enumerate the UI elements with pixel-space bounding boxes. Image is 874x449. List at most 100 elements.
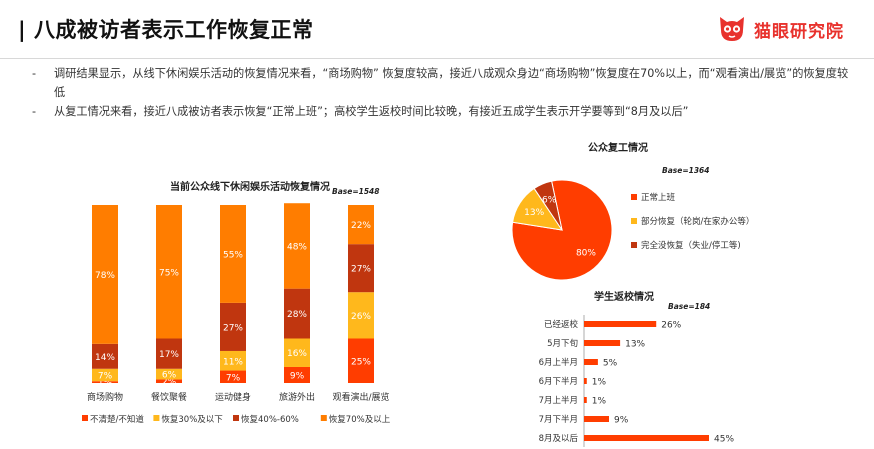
hbar-data-label: 1%: [592, 397, 607, 407]
bar-segment: [220, 370, 246, 383]
hbar-data-label: 5%: [603, 359, 618, 369]
x-tick-label: 商场购物: [87, 391, 123, 403]
x-tick-label: 运动健身: [215, 391, 251, 403]
bar-data-label: 17%: [159, 350, 179, 360]
legend-label: 恢复40%-60%: [241, 414, 299, 425]
x-tick-label: 观看演出/展览: [332, 391, 389, 403]
bar-segment: [156, 379, 182, 383]
bar-segment: [156, 205, 182, 339]
y-tick-label: 6月上半月: [539, 357, 578, 368]
bar-data-label: 6%: [162, 371, 177, 381]
legend-label: 完全没恢复（失业/停工等): [641, 240, 741, 251]
chart-title: 学生返校情况: [594, 290, 654, 303]
bar-data-label: 11%: [223, 357, 243, 367]
hbar: [584, 378, 587, 384]
hbar-data-label: 13%: [625, 340, 645, 350]
legend-swatch: [631, 242, 637, 248]
student-return-bar-chart: 学生返校情况 Base=184 已经返校 26% 5月下旬 13% 6月上半月 5% 6月下半月…: [539, 290, 734, 447]
bar-segment: [348, 244, 374, 293]
x-tick-label: 旅游外出: [279, 391, 315, 403]
bar-segment: [284, 288, 310, 339]
bar-segment: [220, 205, 246, 303]
chart-base-label: Base=184: [668, 302, 710, 311]
y-tick-label: 7月下半月: [539, 414, 578, 425]
bar-data-label: 7%: [226, 373, 241, 383]
brand-name: 猫眼研究院: [754, 21, 844, 42]
bar-data-label: 27%: [351, 265, 371, 275]
work-recovery-pie-chart: 公众复工情况 Base=1364 80% 13% 6% 正常上班部分恢复（轮岗/在家办公等…: [511, 141, 754, 281]
legend-swatch: [82, 415, 88, 421]
leisure-recovery-stacked-bar-chart: 当前公众线下休闲娱乐活动恢复情况 Base=15481%7%14%78%商场购物2…: [82, 180, 391, 425]
bar-data-label: 14%: [95, 353, 115, 363]
legend-label: 部分恢复（轮岗/在家办公等）: [641, 216, 754, 227]
bar-data-label: 27%: [223, 323, 243, 333]
bar-data-label: 25%: [351, 357, 371, 367]
bar-segment: [92, 343, 118, 369]
chart-base-label: Base=1548: [332, 187, 380, 196]
summary-bullets: 调研结果显示，从线下休闲娱乐活动的恢复情况来看，“商场购物” 恢复度较高，接近八…: [28, 64, 858, 121]
legend-swatch: [631, 218, 637, 224]
bar-segment: [92, 381, 118, 383]
pie-data-label: 6%: [542, 196, 557, 206]
bar-segment: [156, 368, 182, 380]
bar-data-label: 26%: [351, 312, 371, 322]
bar-segment: [92, 368, 118, 382]
legend-label: 恢复70%及以上: [329, 414, 391, 425]
bar-segment: [348, 205, 374, 245]
bar-segment: [348, 292, 374, 339]
legend-label: 不清楚/不知道: [90, 414, 144, 425]
bullet-item: 调研结果显示，从线下休闲娱乐活动的恢复情况来看，“商场购物” 恢复度较高，接近八…: [28, 64, 858, 102]
x-tick-label: 餐饮聚餐: [151, 391, 187, 403]
chart-base-label: Base=1364: [662, 166, 710, 175]
bullet-item: 从复工情况来看，接近八成被访者表示恢复“正常上班”；高校学生返校时间比较晚，有接…: [28, 102, 858, 121]
legend-swatch: [631, 194, 637, 200]
hbar-data-label: 9%: [614, 416, 629, 426]
legend-swatch: [153, 415, 160, 421]
bar-data-label: 1%: [98, 379, 113, 389]
hbar-data-label: 45%: [714, 435, 734, 445]
bar-data-label: 48%: [287, 242, 307, 252]
pie-slice: [533, 180, 563, 231]
brand-logo: 猫眼研究院: [716, 13, 844, 45]
bar-segment: [156, 338, 182, 369]
page-title: | 八成被访者表示工作恢复正常: [18, 18, 314, 42]
bar-data-label: 7%: [98, 371, 113, 381]
bar-data-label: 16%: [287, 349, 307, 359]
bar-data-label: 75%: [159, 268, 179, 278]
bar-segment: [284, 366, 310, 383]
cat-face-icon: [720, 17, 744, 41]
hbar: [584, 397, 587, 403]
y-tick-label: 6月下半月: [539, 376, 578, 387]
y-tick-label: 已经返校: [544, 319, 579, 330]
bar-data-label: 78%: [95, 271, 115, 281]
hbar: [584, 416, 609, 422]
legend-swatch: [233, 415, 239, 421]
pie-data-label: 80%: [576, 249, 596, 259]
y-tick-label: 8月及以后: [539, 433, 579, 444]
bar-data-label: 22%: [351, 221, 371, 231]
bar-data-label: 9%: [290, 371, 305, 381]
header-divider: [0, 58, 874, 59]
bar-segment: [348, 338, 374, 383]
y-tick-label: 5月下旬: [547, 338, 578, 349]
hbar: [584, 435, 709, 441]
bar-segment: [284, 203, 310, 289]
hbar-data-label: 1%: [592, 378, 607, 388]
bar-segment: [92, 205, 118, 344]
y-tick-label: 7月上半月: [539, 395, 578, 406]
bar-data-label: 2%: [162, 378, 177, 388]
bar-data-label: 55%: [223, 250, 243, 260]
hbar: [584, 340, 621, 346]
bar-segment: [220, 350, 246, 371]
chart-title: 当前公众线下休闲娱乐活动恢复情况: [170, 180, 330, 193]
bar-segment: [284, 338, 310, 367]
chart-title: 公众复工情况: [588, 141, 648, 154]
bar-data-label: 28%: [287, 310, 307, 320]
legend-label: 正常上班: [641, 192, 676, 203]
legend-label: 恢复30%及以下: [161, 414, 223, 425]
hbar: [584, 359, 598, 365]
bar-segment: [220, 302, 246, 351]
pie-data-label: 13%: [524, 208, 544, 218]
legend-swatch: [320, 415, 327, 421]
hbar: [584, 321, 657, 327]
